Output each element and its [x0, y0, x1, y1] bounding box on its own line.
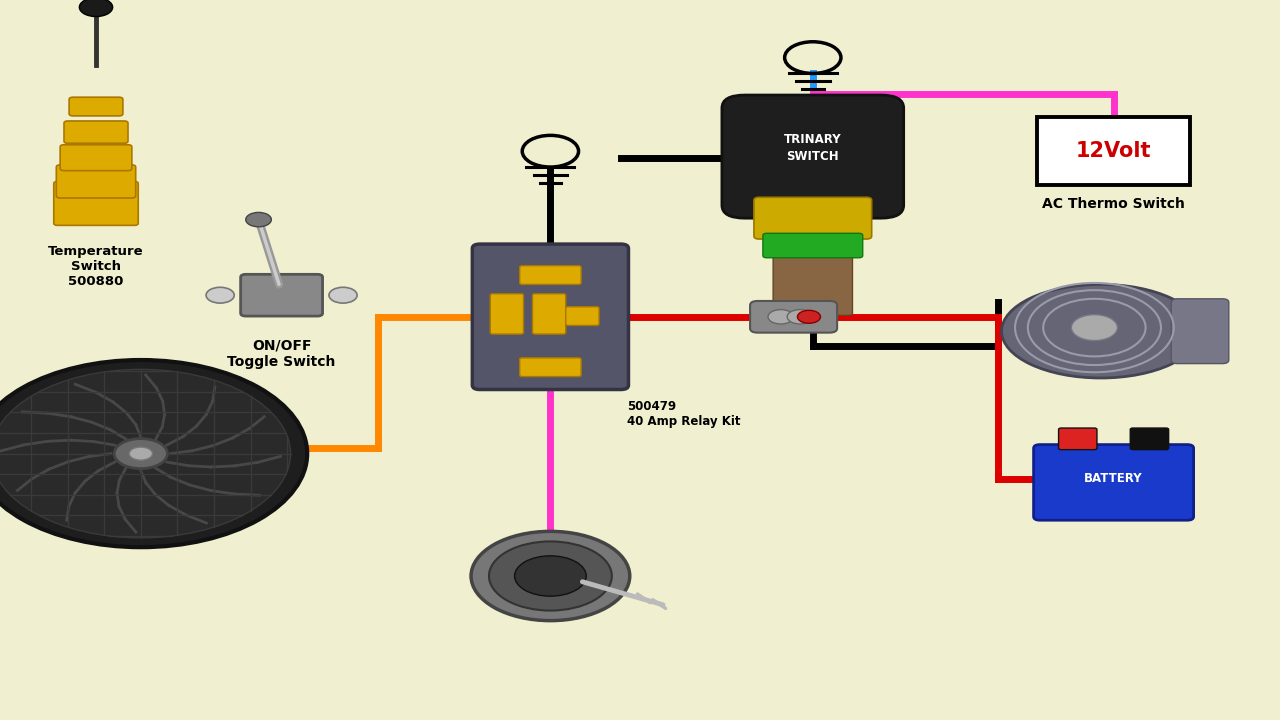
Circle shape — [329, 287, 357, 303]
FancyBboxPatch shape — [1034, 444, 1193, 520]
FancyBboxPatch shape — [722, 95, 904, 218]
FancyBboxPatch shape — [763, 233, 863, 258]
Bar — [1037, 117, 1190, 186]
Circle shape — [206, 287, 234, 303]
FancyBboxPatch shape — [520, 266, 581, 284]
FancyBboxPatch shape — [241, 274, 323, 316]
Ellipse shape — [1001, 284, 1201, 378]
Circle shape — [787, 310, 813, 324]
FancyBboxPatch shape — [754, 197, 872, 239]
FancyBboxPatch shape — [472, 244, 628, 390]
Circle shape — [489, 541, 612, 611]
FancyBboxPatch shape — [54, 181, 138, 225]
FancyBboxPatch shape — [1130, 428, 1169, 449]
Circle shape — [114, 438, 168, 469]
Circle shape — [471, 531, 630, 621]
FancyBboxPatch shape — [773, 252, 852, 315]
Circle shape — [79, 0, 113, 17]
Text: BATTERY: BATTERY — [1084, 472, 1143, 485]
Circle shape — [515, 556, 586, 596]
Circle shape — [0, 360, 307, 547]
FancyBboxPatch shape — [56, 165, 136, 198]
FancyBboxPatch shape — [69, 97, 123, 116]
Circle shape — [129, 447, 152, 460]
FancyBboxPatch shape — [566, 307, 599, 325]
FancyBboxPatch shape — [532, 294, 566, 334]
FancyBboxPatch shape — [490, 294, 524, 334]
Circle shape — [768, 310, 794, 324]
FancyBboxPatch shape — [64, 121, 128, 143]
FancyBboxPatch shape — [750, 301, 837, 333]
Text: 12Volt: 12Volt — [1076, 141, 1151, 161]
Text: Temperature
Switch
500880: Temperature Switch 500880 — [49, 245, 143, 288]
FancyBboxPatch shape — [1171, 299, 1229, 364]
Circle shape — [0, 369, 291, 538]
FancyBboxPatch shape — [1059, 428, 1097, 449]
FancyBboxPatch shape — [520, 358, 581, 377]
Circle shape — [797, 310, 820, 323]
Circle shape — [1071, 315, 1117, 341]
FancyBboxPatch shape — [60, 145, 132, 171]
Text: AC Thermo Switch: AC Thermo Switch — [1042, 197, 1185, 210]
Text: ON/OFF
Toggle Switch: ON/OFF Toggle Switch — [228, 338, 335, 369]
Text: TRINARY
SWITCH: TRINARY SWITCH — [783, 132, 842, 163]
Circle shape — [246, 212, 271, 227]
Text: 500479
40 Amp Relay Kit: 500479 40 Amp Relay Kit — [627, 400, 741, 428]
